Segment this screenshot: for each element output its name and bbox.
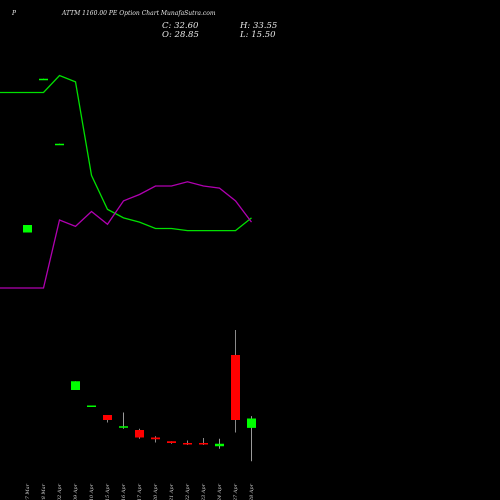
candle <box>55 143 64 146</box>
candle <box>87 405 96 407</box>
open-value: O: 28.85 <box>162 30 199 40</box>
x-axis-date-label: 15 Apr <box>105 483 111 500</box>
candle <box>231 330 240 433</box>
chart-title: ATTM 1160.00 PE Option Chart MunafaSutra… <box>62 10 216 17</box>
x-axis-date-label: 28 Apr <box>249 483 255 500</box>
candle <box>183 440 192 445</box>
candle <box>71 381 80 390</box>
candle <box>135 428 144 439</box>
low-value: L: 15.50 <box>240 30 276 40</box>
candle <box>215 438 224 449</box>
x-axis-date-label: 20 Apr <box>153 483 159 500</box>
x-axis-date-label: 17 Apr <box>137 483 143 500</box>
x-axis-date-label: 28 Mar <box>41 483 47 500</box>
candle-body <box>167 441 176 443</box>
candle-body <box>135 430 144 438</box>
candle-body <box>199 443 208 445</box>
x-axis-date-label: 21 Apr <box>169 483 175 500</box>
candle <box>151 436 160 443</box>
green-indicator-line <box>0 74 252 232</box>
candles <box>23 78 256 462</box>
candle-body <box>183 443 192 445</box>
candle-body <box>23 225 32 233</box>
close-value: C: 32.60 <box>162 21 199 31</box>
candle <box>247 416 256 462</box>
candle-body <box>119 426 128 428</box>
symbol-label: P <box>12 10 17 17</box>
candle <box>23 225 32 233</box>
candle <box>103 415 112 423</box>
magenta-indicator-line <box>0 181 253 289</box>
candle <box>167 441 176 444</box>
x-axis-date-label: 27 Apr <box>233 483 239 500</box>
x-axis-date-label: 16 Apr <box>121 483 127 500</box>
x-axis-date-label: 23 Apr <box>201 483 207 500</box>
candle-body <box>247 418 256 428</box>
candle-body <box>151 437 160 440</box>
x-axis-date-label: 22 Apr <box>185 483 191 500</box>
candle-body <box>103 415 112 420</box>
x-axis-date-label: 09 Apr <box>73 483 79 500</box>
candle-body <box>39 78 48 81</box>
high-value: H: 33.55 <box>240 21 278 31</box>
x-axis-date-label: 02 Apr <box>57 483 63 500</box>
candle-body <box>231 355 240 420</box>
candle-body <box>215 443 224 447</box>
candle <box>119 412 128 429</box>
x-axis-date-label: 27 Mar <box>25 483 31 500</box>
candle <box>39 78 48 81</box>
indicator-lines <box>0 74 253 289</box>
x-axis-date-label: 24 Apr <box>217 483 223 500</box>
candle <box>199 438 208 445</box>
candle-body <box>87 405 96 407</box>
candle-body <box>55 143 64 146</box>
candle-body <box>71 381 80 390</box>
x-axis-labels: 27 Mar 28 Mar 02 Apr 09 Apr 10 Apr 15 Apr 16 A… <box>25 483 255 500</box>
x-axis-date-label: 10 Apr <box>89 483 95 500</box>
